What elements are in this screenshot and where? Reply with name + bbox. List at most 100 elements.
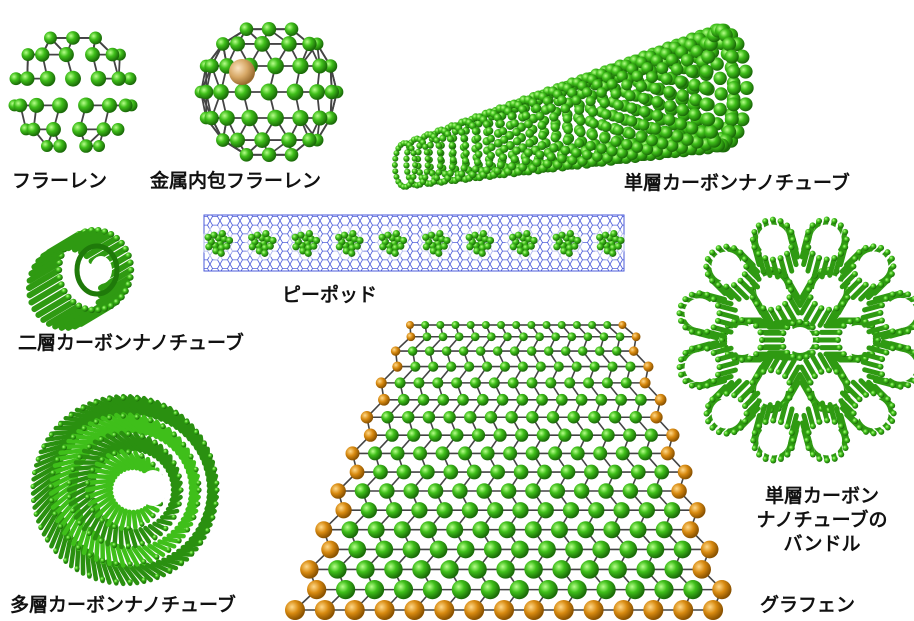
carbon-atom	[248, 233, 256, 241]
carbon-atom	[503, 332, 512, 342]
carbon-atom	[709, 424, 716, 431]
carbon-atom	[139, 434, 145, 440]
carbon-atom	[408, 178, 415, 185]
carbon-atom	[485, 126, 494, 135]
carbon-atom	[786, 294, 793, 301]
tube-strand	[128, 527, 138, 549]
carbon-atom	[335, 243, 343, 251]
carbon-atom	[621, 138, 633, 151]
carbon-atom	[617, 236, 625, 245]
tube-strand	[782, 357, 797, 379]
tube-opening	[758, 425, 789, 456]
carbon-atom	[312, 58, 328, 74]
carbon-atom	[560, 247, 568, 255]
carbon-atom	[403, 162, 410, 169]
carbon-atom	[730, 245, 737, 252]
carbon-atom	[614, 242, 622, 250]
tube-strand	[152, 439, 165, 465]
carbon-atom	[106, 415, 113, 421]
edge-atom	[643, 361, 654, 372]
carbon-atom	[111, 71, 126, 86]
carbon-atom	[408, 145, 415, 152]
carbon-atom	[476, 393, 489, 406]
carbon-atom	[353, 242, 361, 250]
carbon-atom	[451, 321, 460, 329]
carbon-atom	[198, 539, 204, 545]
carbon-atom	[70, 466, 76, 472]
carbon-atom	[688, 382, 695, 389]
carbon-atom	[230, 132, 246, 148]
carbon-atom	[731, 429, 738, 436]
carbon-atom	[731, 392, 738, 399]
carbon-atom	[551, 332, 561, 342]
carbon-atom	[685, 121, 699, 135]
carbon-atom	[674, 75, 688, 88]
carbon-atom	[335, 233, 343, 241]
carbon-atom	[816, 455, 823, 462]
carbon-atom	[507, 112, 517, 121]
carbon-atom	[879, 371, 886, 378]
carbon-atom	[756, 451, 763, 458]
carbon-atom	[623, 428, 637, 442]
carbon-atom	[583, 332, 593, 342]
tube-strand	[40, 298, 77, 323]
carbon-atom	[269, 236, 277, 245]
carbon-atom	[87, 552, 93, 558]
carbon-atom	[716, 364, 723, 371]
carbon-atom	[475, 346, 486, 356]
carbon-atom	[751, 445, 758, 452]
carbon-atom	[525, 129, 535, 138]
carbon-atom	[392, 229, 401, 238]
carbon-atom	[840, 300, 847, 307]
carbon-atom	[440, 560, 459, 579]
carbon-atom	[122, 287, 129, 295]
tube-strand	[751, 229, 762, 252]
carbon-atom	[557, 321, 566, 329]
carbon-atom	[66, 494, 73, 500]
carbon-atom	[9, 72, 23, 86]
carbon-atom	[884, 249, 891, 256]
carbon-atom	[35, 456, 41, 462]
carbon-atom	[433, 174, 440, 182]
edge-atom	[321, 540, 339, 559]
carbon-atom	[471, 165, 480, 173]
carbon-atom	[564, 377, 576, 389]
carbon-atom	[297, 231, 305, 239]
carbon-atom	[759, 337, 765, 343]
carbon-atom	[403, 155, 410, 162]
carbon-atom	[753, 322, 760, 329]
edge-atom	[406, 321, 414, 329]
tube-strand	[119, 508, 128, 531]
edge-atom	[378, 393, 390, 406]
carbon-atom	[601, 428, 615, 442]
carbon-atom	[480, 446, 495, 461]
carbon-atom	[584, 464, 599, 480]
carbon-atom	[441, 346, 452, 356]
carbon-atom	[715, 245, 722, 252]
carbon-atom	[743, 410, 750, 417]
carbon-atom	[823, 216, 830, 223]
carbon-atom	[448, 141, 456, 149]
carbon-atom	[638, 502, 655, 519]
carbon-atom	[587, 130, 599, 141]
edge-atom	[374, 600, 395, 620]
carbon-atom	[509, 346, 520, 356]
tube-opening	[756, 375, 786, 406]
carbon-atom	[656, 62, 669, 75]
carbon-atom	[704, 255, 711, 262]
edge-atom	[434, 600, 455, 620]
carbon-atom	[356, 236, 364, 245]
carbon-atom	[546, 152, 556, 162]
carbon-atom	[724, 112, 739, 127]
carbon-atom	[824, 417, 831, 424]
carbon-atom	[509, 233, 517, 241]
tube-strand	[118, 525, 124, 550]
carbon-atom	[471, 127, 480, 136]
carbon-atom	[77, 520, 83, 526]
carbon-atom	[436, 162, 444, 170]
carbon-atom	[497, 321, 506, 329]
carbon-atom	[436, 229, 444, 238]
carbon-atom	[613, 502, 630, 519]
carbon-atom	[580, 560, 599, 579]
carbon-atom	[127, 266, 135, 274]
